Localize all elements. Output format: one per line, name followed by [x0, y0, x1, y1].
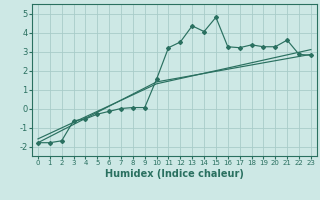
X-axis label: Humidex (Indice chaleur): Humidex (Indice chaleur) [105, 169, 244, 179]
